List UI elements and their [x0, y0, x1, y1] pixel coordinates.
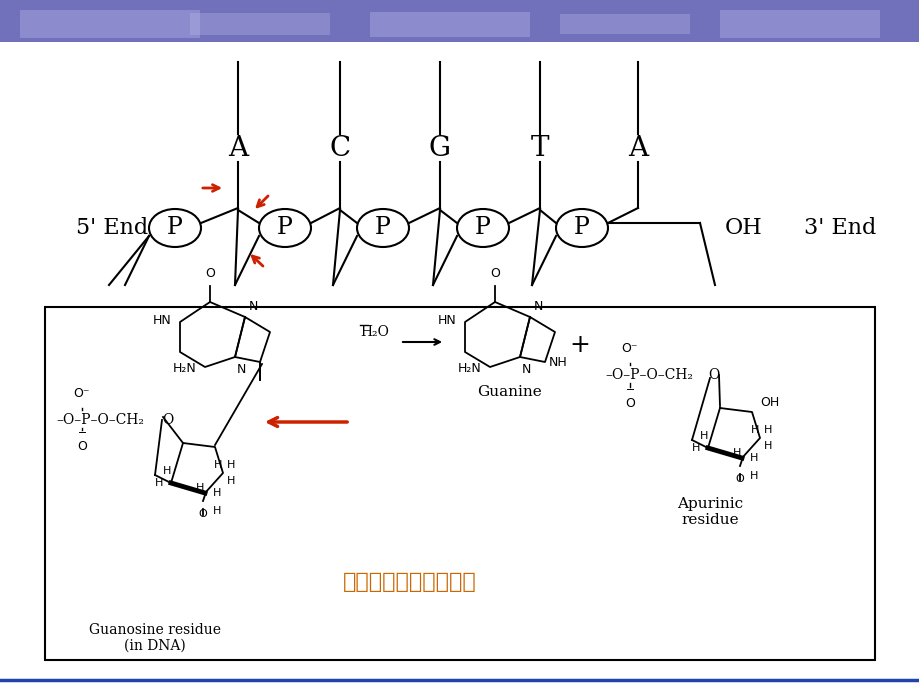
Text: OH: OH: [724, 217, 762, 239]
Ellipse shape: [259, 209, 311, 247]
Text: O: O: [735, 474, 743, 484]
Text: 3' End: 3' End: [803, 217, 875, 239]
Text: H₂N: H₂N: [458, 362, 482, 375]
Text: H: H: [749, 453, 757, 463]
Text: A: A: [628, 135, 647, 161]
Bar: [190, 13, 330, 35]
Text: H: H: [154, 478, 163, 488]
Text: HN: HN: [437, 313, 457, 326]
Ellipse shape: [149, 209, 200, 247]
Text: H₂O: H₂O: [360, 325, 389, 339]
Text: O: O: [162, 413, 174, 427]
Text: H: H: [196, 483, 204, 493]
Bar: [720, 10, 879, 38]
Text: NH: NH: [549, 355, 567, 368]
Text: H: H: [213, 488, 221, 498]
Text: N: N: [533, 300, 543, 313]
Ellipse shape: [555, 209, 607, 247]
Text: O: O: [199, 509, 207, 519]
Text: N: N: [237, 363, 246, 376]
Text: P: P: [167, 217, 183, 239]
Text: H: H: [227, 476, 235, 486]
Text: O: O: [708, 368, 719, 382]
Text: O: O: [490, 267, 499, 280]
Text: 算头所指为水解的位置: 算头所指为水解的位置: [343, 572, 476, 592]
Text: N: N: [249, 300, 258, 313]
Text: OH: OH: [759, 395, 778, 408]
Text: –O–P–O–CH₂: –O–P–O–CH₂: [605, 368, 692, 382]
Text: P: P: [474, 217, 491, 239]
Text: P: P: [573, 217, 589, 239]
Text: H: H: [691, 443, 699, 453]
Text: H: H: [227, 460, 235, 470]
Text: P: P: [375, 217, 391, 239]
Ellipse shape: [457, 209, 508, 247]
Text: A: A: [228, 135, 248, 161]
Bar: [369, 12, 529, 37]
Bar: [0, 0, 919, 42]
Bar: [560, 14, 689, 34]
Text: Apurinic
residue: Apurinic residue: [676, 497, 743, 527]
Text: H₂N: H₂N: [173, 362, 197, 375]
Text: G: G: [428, 135, 450, 161]
Text: O: O: [205, 267, 215, 280]
Text: H: H: [699, 431, 708, 441]
Text: H: H: [163, 466, 171, 476]
Text: P: P: [277, 217, 292, 239]
Text: 5' End: 5' End: [75, 217, 148, 239]
Text: +: +: [569, 333, 590, 357]
Text: H: H: [732, 448, 741, 458]
Text: Guanine: Guanine: [477, 385, 542, 399]
Text: O⁻: O⁻: [74, 387, 90, 400]
Ellipse shape: [357, 209, 409, 247]
Text: O⁻: O⁻: [621, 342, 638, 355]
Text: H: H: [750, 425, 758, 435]
Text: H: H: [763, 425, 771, 435]
Text: C: C: [329, 135, 350, 161]
Text: O: O: [77, 440, 86, 453]
Text: N: N: [521, 363, 531, 376]
Text: H: H: [212, 506, 221, 516]
Text: O: O: [624, 397, 634, 410]
Bar: [20, 10, 199, 38]
Text: HN: HN: [153, 313, 172, 326]
Text: T: T: [530, 135, 549, 161]
Text: Guanosine residue
(in DNA): Guanosine residue (in DNA): [89, 623, 221, 653]
Text: –O–P–O–CH₂: –O–P–O–CH₂: [56, 413, 144, 427]
Text: H: H: [749, 471, 757, 481]
Text: H: H: [213, 460, 222, 470]
Bar: [45, 307, 874, 660]
Text: H: H: [763, 441, 771, 451]
